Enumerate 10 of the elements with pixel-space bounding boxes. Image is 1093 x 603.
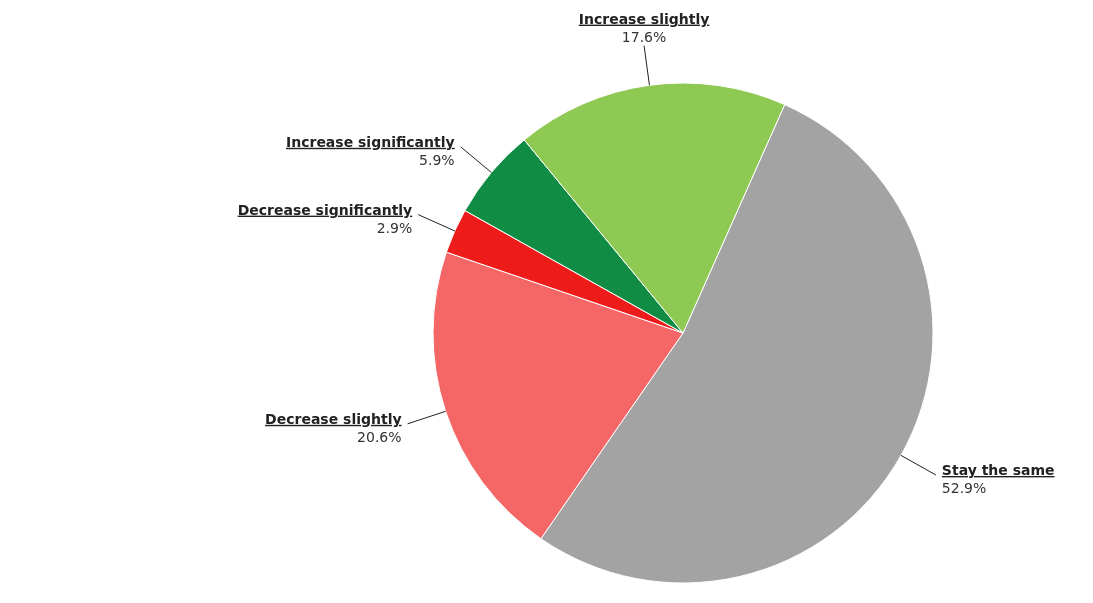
data-label: 20.6% [357, 428, 402, 445]
slice-label: Increase slightly [578, 10, 710, 27]
slice-label: Decrease slightly [265, 410, 402, 427]
data-label: 52.9% [941, 479, 987, 496]
data-label: 17.6% [621, 28, 667, 45]
data-label: 5.9% [419, 151, 455, 168]
slice-label: Stay the same [941, 461, 1055, 478]
slice-label: Decrease significantly [237, 201, 413, 218]
data-label: 2.9% [376, 219, 413, 236]
slice-label: Increase significantly [286, 133, 455, 150]
